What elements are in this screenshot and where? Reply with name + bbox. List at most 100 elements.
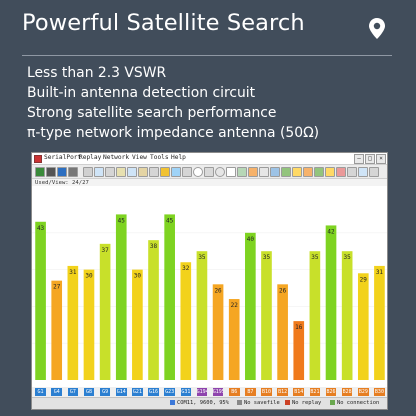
prn-label: G1	[35, 388, 46, 396]
prn-label: G8	[83, 388, 95, 396]
bar-value-label: 45	[166, 217, 174, 224]
dropdown-icon[interactable]	[46, 167, 56, 177]
bar-value-label: 27	[53, 284, 61, 291]
prn-label: G14	[115, 388, 127, 396]
bar-value-label: 31	[69, 269, 77, 276]
prn-label: G194	[196, 388, 208, 396]
feature-list: Less than 2.3 VSWR Built-in antenna dete…	[27, 63, 319, 143]
filter-icon[interactable]	[292, 167, 302, 177]
prn-label: B12	[277, 388, 288, 396]
feature-item: Built-in antenna detection circuit	[27, 85, 256, 101]
status-replay-text: No replay	[292, 400, 322, 406]
signal-bar	[261, 251, 272, 380]
bar-value-label: 38	[150, 243, 158, 250]
connection-icon	[330, 400, 335, 405]
status-bar: COM11, 9600, 95% No savefile No replay N…	[32, 397, 387, 409]
bar-value-label: 32	[182, 265, 190, 272]
prn-label: B7	[245, 388, 256, 396]
signal-bar	[293, 321, 305, 380]
minimize-icon[interactable]: –	[354, 154, 364, 164]
export-icon[interactable]	[347, 167, 357, 177]
signal-bar	[196, 251, 208, 380]
menu-help[interactable]: Help	[171, 154, 186, 161]
status-port-text: COM11, 9600, 95%	[177, 400, 229, 406]
table-icon[interactable]	[116, 167, 126, 177]
toolbar	[32, 165, 387, 179]
window-icon[interactable]	[369, 167, 379, 177]
used-view-label: Used/View: 24/27	[35, 180, 89, 186]
packet-icon[interactable]	[127, 167, 137, 177]
bar-value-label: 31	[376, 269, 384, 276]
layout-icon[interactable]	[358, 167, 368, 177]
console-icon[interactable]	[94, 167, 104, 177]
gps-icon[interactable]	[281, 167, 291, 177]
settings-icon[interactable]	[68, 167, 78, 177]
close-icon[interactable]: ×	[376, 154, 386, 164]
savefile-icon	[237, 400, 242, 405]
signal-chart: 43 27 31 30 37 45 30 38 45 32 35 26 22 40 35 26 16 35 42 35…	[32, 186, 387, 387]
menu-tools[interactable]: Tools	[150, 154, 169, 161]
bar-value-label: 22	[231, 302, 239, 309]
divider	[22, 55, 392, 56]
skyview-icon[interactable]	[204, 167, 214, 177]
signal-bar	[51, 280, 63, 380]
signal-bar	[99, 243, 111, 380]
bar-value-label: 40	[247, 236, 255, 243]
signal-bar	[245, 232, 256, 380]
prn-label: B6	[228, 388, 240, 396]
bar-value-label: 16	[295, 324, 303, 331]
record-icon[interactable]	[303, 167, 313, 177]
port-status-icon	[170, 400, 175, 405]
prn-label: G16	[148, 388, 159, 396]
status-savefile-text: No savefile	[244, 400, 280, 406]
menu-network[interactable]: Network	[103, 154, 130, 161]
bar-value-label: 37	[101, 247, 109, 254]
signal-bar	[164, 214, 175, 380]
prn-label: G195	[212, 388, 224, 396]
menu-view[interactable]: View	[132, 154, 147, 161]
signal-bar	[67, 265, 79, 380]
prn-label: G23	[164, 388, 175, 396]
bar-value-label: 35	[263, 254, 271, 261]
stop-icon[interactable]	[336, 167, 346, 177]
compass-icon[interactable]	[215, 167, 225, 177]
signal-icon[interactable]	[138, 167, 148, 177]
prn-label: B30	[374, 388, 385, 396]
prn-label: G4	[51, 388, 63, 396]
tracking-icon[interactable]	[237, 167, 247, 177]
monitor-icon[interactable]	[270, 167, 280, 177]
location-pin-icon	[369, 18, 385, 39]
status-savefile: No savefile	[237, 400, 280, 406]
chart-icon[interactable]	[149, 167, 159, 177]
bar-value-label: 45	[118, 217, 126, 224]
alert-icon[interactable]	[248, 167, 258, 177]
clock-icon[interactable]	[193, 167, 203, 177]
radar-icon[interactable]	[226, 167, 236, 177]
feature-item: π-type network impedance antenna (50Ω)	[27, 125, 320, 141]
stats-icon[interactable]	[182, 167, 192, 177]
prn-label: B21	[309, 388, 321, 396]
map-icon[interactable]	[171, 167, 181, 177]
app-window: SerialPort Replay Network View Tools Hel…	[31, 152, 388, 410]
prn-label: G31	[180, 388, 192, 396]
prn-label: B28	[341, 388, 353, 396]
grid-icon[interactable]	[105, 167, 115, 177]
camera-icon[interactable]	[259, 167, 269, 177]
connect-icon[interactable]	[35, 167, 45, 177]
menu-replay[interactable]: Replay	[79, 154, 102, 161]
signal-bar	[115, 214, 127, 380]
port-icon[interactable]	[83, 167, 93, 177]
menu-serialport[interactable]: SerialPort	[44, 154, 82, 161]
bar-value-label: 42	[327, 228, 335, 235]
save-icon[interactable]	[57, 167, 67, 177]
status-port: COM11, 9600, 95%	[170, 400, 229, 406]
feature-item: Less than 2.3 VSWR	[27, 65, 167, 81]
binary-icon[interactable]	[160, 167, 170, 177]
play-icon[interactable]	[314, 167, 324, 177]
maximize-icon[interactable]: □	[365, 154, 375, 164]
pause-icon[interactable]	[325, 167, 335, 177]
signal-bar	[357, 273, 369, 380]
prn-label: B10	[261, 388, 272, 396]
bar-value-label: 26	[214, 287, 222, 294]
replay-icon	[285, 400, 290, 405]
